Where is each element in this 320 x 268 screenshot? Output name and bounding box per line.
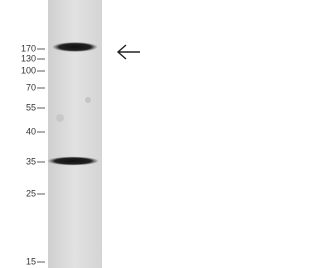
marker-label: 35	[26, 156, 36, 166]
arrow	[116, 44, 140, 60]
marker-label: 25	[26, 188, 36, 198]
marker-label: 70	[26, 82, 36, 92]
lane	[48, 0, 102, 268]
blot-spot	[85, 97, 91, 103]
marker-label: 15	[26, 256, 36, 266]
marker-label: 55	[26, 102, 36, 112]
band-lower	[47, 156, 99, 166]
band-upper	[52, 42, 98, 52]
marker-label: 130	[21, 53, 36, 63]
marker-label: 100	[21, 65, 36, 75]
blot-spot	[56, 114, 64, 122]
marker-label: 170	[21, 43, 36, 53]
marker-label: 40	[26, 126, 36, 136]
arrow-head	[116, 44, 127, 60]
